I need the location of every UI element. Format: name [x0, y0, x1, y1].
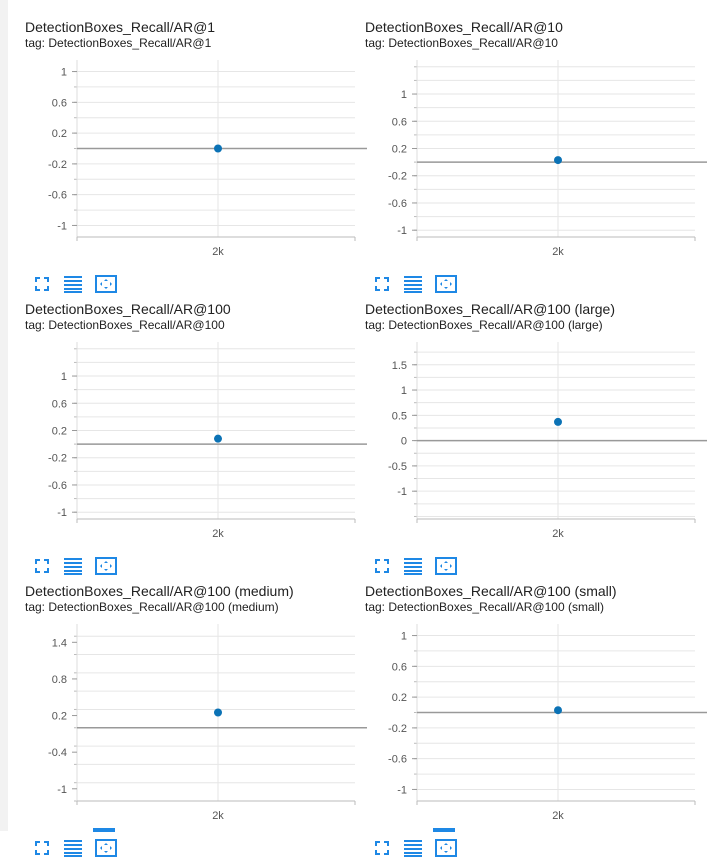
fit-domain-icon[interactable]	[435, 275, 457, 297]
y-tick-label: -0.2	[48, 159, 67, 171]
y-tick-label: -0.5	[388, 461, 407, 473]
y-tick-label: 1.4	[52, 637, 67, 649]
y-tick-label: 1.5	[392, 360, 407, 372]
chart-plot[interactable]: 1.5 1 0.5 0 -0.5 -1 2k	[365, 337, 707, 540]
fit-domain-icon[interactable]	[95, 557, 117, 579]
fit-domain-icon[interactable]	[95, 839, 117, 861]
y-tick-label: -0.6	[388, 198, 407, 210]
data-point[interactable]	[214, 144, 222, 153]
left-divider	[0, 0, 8, 831]
chart-card: DetectionBoxes_Recall/AR@100 (medium) tag…	[25, 581, 367, 863]
chart-tag: tag: DetectionBoxes_Recall/AR@100 (large…	[365, 318, 603, 332]
y-tick-label: 1	[401, 631, 407, 643]
y-tick-label: 0.2	[392, 144, 407, 156]
chart-tag: tag: DetectionBoxes_Recall/AR@100 (mediu…	[25, 600, 279, 614]
chart-card: DetectionBoxes_Recall/AR@100 tag: Detecti…	[25, 299, 367, 581]
fullscreen-icon[interactable]	[33, 557, 55, 579]
fullscreen-icon[interactable]	[373, 839, 395, 861]
toggle-y-log-icon[interactable]	[63, 557, 85, 579]
chart-title: DetectionBoxes_Recall/AR@100 (medium)	[25, 583, 294, 599]
fullscreen-icon[interactable]	[93, 828, 115, 832]
chart-title: DetectionBoxes_Recall/AR@100	[25, 301, 231, 317]
chart-card: DetectionBoxes_Recall/AR@100 (small) tag:…	[365, 581, 707, 863]
chart-tag: tag: DetectionBoxes_Recall/AR@10	[365, 36, 558, 50]
x-tick-label: 2k	[212, 528, 224, 540]
y-tick-label: 1	[401, 385, 407, 397]
chart-title: DetectionBoxes_Recall/AR@10	[365, 19, 563, 35]
y-tick-label: 0.5	[392, 410, 407, 422]
chart-plot[interactable]: 1 0.6 0.2 -0.2 -0.6 -1 2k	[365, 55, 707, 258]
y-tick-label: 0	[401, 436, 407, 448]
chart-title: DetectionBoxes_Recall/AR@100 (small)	[365, 583, 617, 599]
fullscreen-icon[interactable]	[373, 275, 395, 297]
y-tick-label: 0.6	[392, 661, 407, 673]
y-tick-label: -1	[57, 784, 67, 796]
y-tick-label: -1	[57, 220, 67, 232]
chart-card: DetectionBoxes_Recall/AR@10 tag: Detectio…	[365, 17, 707, 299]
y-tick-label: -0.2	[48, 453, 67, 465]
chart-tag: tag: DetectionBoxes_Recall/AR@100 (small…	[365, 600, 604, 614]
data-point[interactable]	[554, 417, 562, 426]
y-tick-label: 0.2	[392, 692, 407, 704]
fit-domain-icon[interactable]	[435, 839, 457, 861]
x-tick-label: 2k	[552, 810, 564, 822]
chart-toolbar	[33, 839, 133, 861]
y-tick-label: 1	[401, 89, 407, 101]
data-point[interactable]	[554, 156, 562, 165]
chart-plot[interactable]: 1 0.6 0.2 -0.2 -0.6 -1 2k	[365, 619, 707, 822]
x-tick-label: 2k	[212, 246, 224, 258]
chart-plot[interactable]: 1 0.6 0.2 -0.2 -0.6 -1 2k	[25, 55, 367, 258]
toggle-y-log-icon[interactable]	[403, 557, 425, 579]
y-tick-label: -0.2	[388, 171, 407, 183]
y-tick-label: 1	[61, 67, 67, 79]
y-tick-label: 1	[61, 371, 67, 383]
y-tick-label: -0.6	[48, 480, 67, 492]
chart-toolbar	[373, 839, 473, 861]
toggle-y-log-icon[interactable]	[403, 275, 425, 297]
chart-tag: tag: DetectionBoxes_Recall/AR@100	[25, 318, 225, 332]
y-tick-label: -0.2	[388, 723, 407, 735]
fit-domain-icon[interactable]	[435, 557, 457, 579]
y-tick-label: 0.6	[52, 97, 67, 109]
y-tick-label: -0.6	[48, 190, 67, 202]
y-tick-label: -1	[397, 225, 407, 237]
fit-domain-icon[interactable]	[95, 275, 117, 297]
data-point[interactable]	[214, 434, 222, 443]
y-tick-label: 0.2	[52, 128, 67, 140]
y-tick-label: 0.8	[52, 674, 67, 686]
chart-toolbar	[33, 557, 133, 579]
chart-title: DetectionBoxes_Recall/AR@100 (large)	[365, 301, 615, 317]
fullscreen-icon[interactable]	[373, 557, 395, 579]
data-point[interactable]	[554, 706, 562, 715]
y-tick-label: 0.6	[52, 398, 67, 410]
chart-title: DetectionBoxes_Recall/AR@1	[25, 19, 216, 35]
y-tick-label: -0.4	[48, 747, 67, 759]
y-tick-label: 0.6	[392, 116, 407, 128]
data-point[interactable]	[214, 708, 222, 717]
fullscreen-icon[interactable]	[33, 839, 55, 861]
toggle-y-log-icon[interactable]	[63, 839, 85, 861]
chart-card: DetectionBoxes_Recall/AR@1 tag: Detection…	[25, 17, 367, 299]
x-tick-label: 2k	[552, 246, 564, 258]
y-tick-label: -1	[397, 784, 407, 796]
y-tick-label: 0.2	[52, 426, 67, 438]
toggle-y-log-icon[interactable]	[63, 275, 85, 297]
chart-plot[interactable]: 1.4 0.8 0.2 -0.4 -1 2k	[25, 619, 367, 822]
fullscreen-icon[interactable]	[433, 828, 455, 832]
chart-card: DetectionBoxes_Recall/AR@100 (large) tag:…	[365, 299, 707, 581]
x-tick-label: 2k	[552, 528, 564, 540]
x-tick-label: 2k	[212, 810, 224, 822]
y-tick-label: -1	[397, 486, 407, 498]
chart-tag: tag: DetectionBoxes_Recall/AR@1	[25, 36, 212, 50]
chart-toolbar	[33, 275, 133, 297]
chart-plot[interactable]: 1 0.6 0.2 -0.2 -0.6 -1 2k	[25, 337, 367, 540]
fullscreen-icon[interactable]	[33, 275, 55, 297]
chart-toolbar	[373, 557, 473, 579]
y-tick-label: -0.6	[388, 754, 407, 766]
chart-toolbar	[373, 275, 473, 297]
y-tick-label: -1	[57, 507, 67, 519]
toggle-y-log-icon[interactable]	[403, 839, 425, 861]
y-tick-label: 0.2	[52, 711, 67, 723]
